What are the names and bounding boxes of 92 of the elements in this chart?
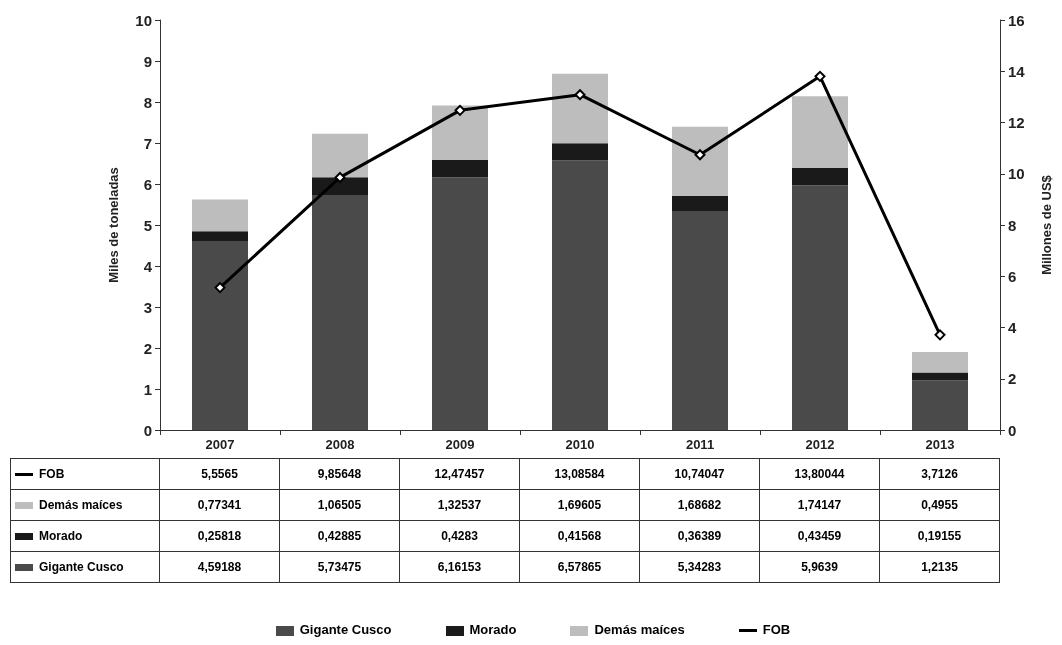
data-label: 6,16153 (399, 551, 520, 583)
bar (912, 380, 968, 430)
x-tick-label: 2011 (685, 437, 715, 452)
point (574, 89, 586, 101)
y-tick-label: 1 (143, 380, 152, 398)
bar (792, 167, 848, 186)
x-tick-label: 2013 (925, 437, 955, 452)
x-tick-label: 2010 (565, 437, 595, 452)
data-label: 5,73475 (279, 551, 400, 583)
text: Morado (469, 622, 517, 637)
data-label: 0,25818 (159, 520, 280, 552)
text: FOB (762, 622, 791, 637)
bar (672, 126, 728, 197)
bar (432, 159, 488, 178)
x-tick-label: 2007 (205, 437, 235, 452)
y-tick-label: 6 (143, 175, 152, 193)
data-label: 1,74147 (759, 489, 880, 521)
bar (432, 105, 488, 160)
bar (912, 372, 968, 381)
y-axis-title: Miles de toneladas (106, 167, 121, 283)
data-label: 13,80044 (759, 458, 880, 490)
data-label: 1,32537 (399, 489, 520, 521)
bar (192, 199, 248, 232)
point (214, 282, 226, 294)
data-label: 0,42885 (279, 520, 400, 552)
data-label: 1,2135 (879, 551, 1000, 583)
text: Demás maíces (594, 622, 685, 637)
data-label: 0,41568 (519, 520, 640, 552)
data-label: 12,47457 (399, 458, 520, 490)
data-label: 6,57865 (519, 551, 640, 583)
data-label: 0,4283 (399, 520, 520, 552)
x-tick-label: 2008 (325, 437, 355, 452)
data-label: 0,36389 (639, 520, 760, 552)
y-tick-label: 4 (143, 257, 153, 275)
data-label: 0,43459 (759, 520, 880, 552)
y-tick-label: 5 (143, 216, 152, 234)
point (694, 149, 706, 161)
data-label: 1,68682 (639, 489, 760, 521)
bar (192, 241, 248, 430)
y2-axis-title: Millones de US$ (1039, 174, 1054, 275)
data-label: 0,77341 (159, 489, 280, 521)
point (814, 70, 826, 82)
data-label: 5,5565 (159, 458, 280, 490)
data-label: 1,69605 (519, 489, 640, 521)
bar (552, 160, 608, 430)
bar (192, 231, 248, 242)
bar (552, 143, 608, 161)
data-label: 5,34283 (639, 551, 760, 583)
bar (912, 352, 968, 373)
data-label: 3,7126 (879, 458, 1000, 490)
legend-label: FOB (10, 458, 160, 490)
bar (312, 133, 368, 178)
y2-tick-label: 0 (1008, 421, 1017, 439)
y2-tick-label: 12 (1008, 114, 1025, 131)
data-label: 10,74047 (639, 458, 760, 490)
legend-label: Demás maíces (10, 489, 160, 521)
bar (792, 96, 848, 168)
y-tick-label: 8 (143, 93, 152, 111)
y2-tick-label: 6 (1008, 267, 1017, 285)
text: Gigante Cusco (299, 622, 392, 637)
point (334, 171, 346, 183)
data-label: 4,59188 (159, 551, 280, 583)
data-label: 1,06505 (279, 489, 400, 521)
data-label: 0,19155 (879, 520, 1000, 552)
data-label: 13,08584 (519, 458, 640, 490)
data-label: 5,9639 (759, 551, 880, 583)
bar (672, 210, 728, 430)
x-tick-label: 2009 (445, 437, 475, 452)
bar (552, 73, 608, 144)
y-tick-label: 7 (143, 134, 152, 152)
y-tick-label: 2 (143, 339, 152, 357)
y-tick-label: 9 (143, 52, 152, 70)
bar (792, 185, 848, 430)
bar (672, 196, 728, 211)
point (454, 104, 466, 116)
y2-tick-label: 16 (1008, 11, 1025, 29)
data-label: 9,85648 (279, 458, 400, 490)
y2-tick-label: 8 (1008, 216, 1017, 234)
y-tick-label: 0 (143, 421, 152, 439)
point (934, 329, 946, 341)
data-label: 0,4955 (879, 489, 1000, 521)
y2-tick-label: 14 (1008, 62, 1026, 80)
legend-label: Gigante Cusco (10, 551, 160, 583)
y2-tick-label: 2 (1008, 370, 1017, 388)
x-tick-label: 2012 (805, 437, 835, 452)
y2-tick-label: 10 (1008, 165, 1025, 183)
legend-label: Morado (10, 520, 160, 552)
y2-tick-label: 4 (1008, 319, 1017, 336)
y-tick-label: 10 (135, 11, 152, 29)
bar (432, 177, 488, 430)
y-tick-label: 3 (143, 298, 152, 316)
bar (312, 194, 368, 430)
